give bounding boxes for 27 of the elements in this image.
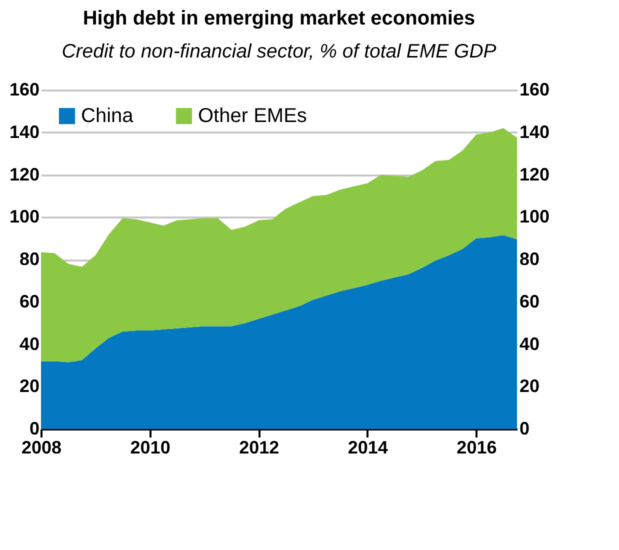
y-tick-label: 160 [9,80,40,100]
y-tick-label: 20 [19,376,40,396]
y2-tick-label: 100 [520,206,550,227]
x-tick-label: 2012 [239,438,280,458]
x-tick-label: 2016 [456,438,497,458]
y-tick-label: 60 [19,291,40,312]
y2-tick-label: 60 [520,291,540,312]
chart-title: High debt in emerging market economies [82,8,476,30]
y2-tick-label: 0 [520,418,530,438]
y2-tick-label: 20 [520,376,540,396]
y-tick-label: 0 [29,418,40,438]
x-tick-label: 2008 [21,438,62,458]
y2-tick-label: 120 [520,164,550,184]
y-tick-label: 100 [9,206,40,227]
y-tick-label: 120 [9,164,40,184]
y2-tick-label: 40 [520,334,540,354]
chart-subtitle: Credit to non-financial sector, % of total EME GDP [62,40,496,62]
y2-tick-label: 160 [520,80,550,100]
y2-tick-label: 80 [520,249,540,269]
y-tick-label: 40 [19,334,40,354]
x-tick-label: 2014 [348,438,388,458]
y-tick-label: 140 [9,122,40,142]
y-tick-label: 80 [19,249,40,269]
x-tick-label: 2010 [130,438,170,458]
legend-label: China [81,105,134,127]
y2-tick-label: 140 [520,122,550,142]
legend-label: Other EMEs [198,105,307,127]
